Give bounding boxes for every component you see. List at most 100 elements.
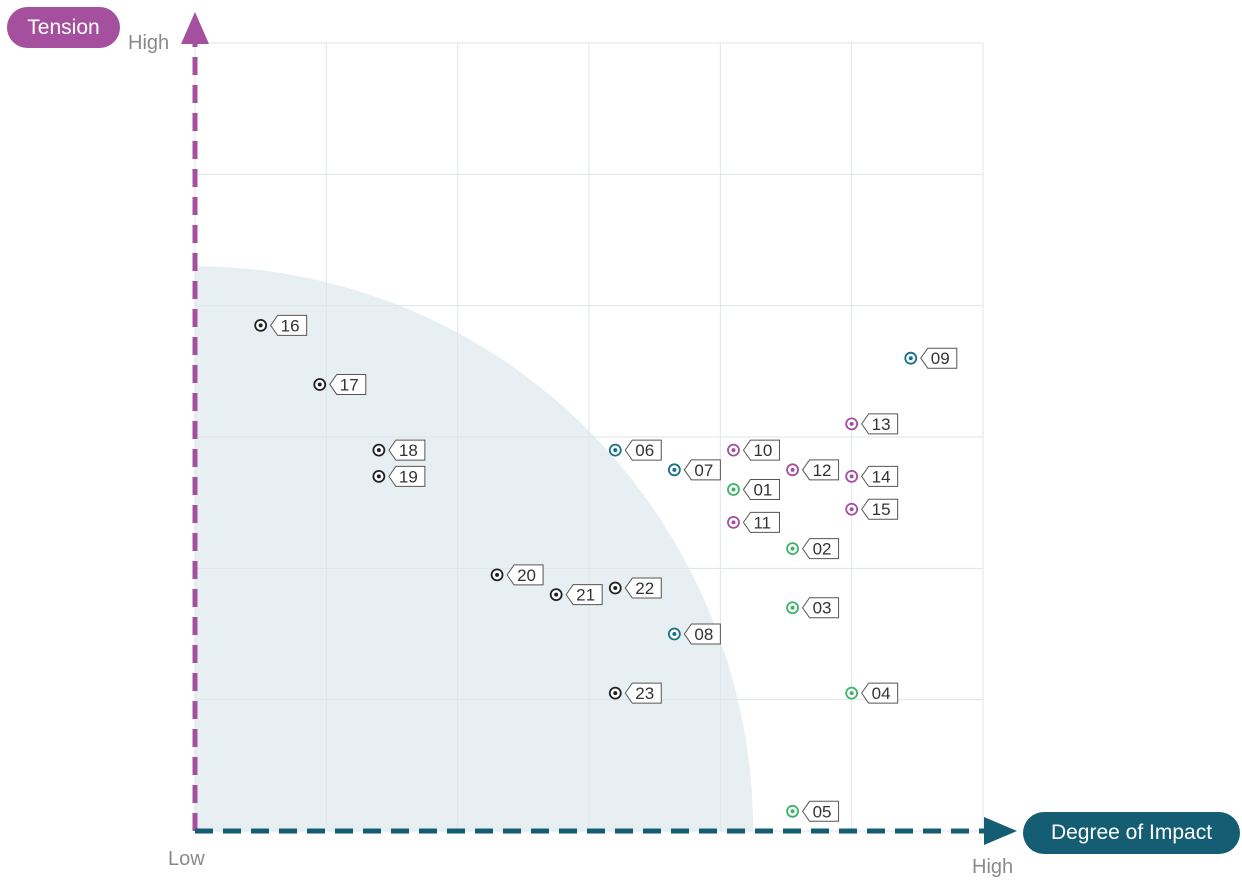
- point-label: 12: [813, 461, 832, 480]
- x-axis-title-badge: Degree of Impact: [1023, 812, 1240, 854]
- point-marker-inner: [376, 448, 381, 453]
- point-label-tag: [683, 459, 721, 481]
- point-label-tag: [861, 413, 899, 435]
- point-label: 19: [399, 467, 418, 486]
- point-label-tag: [624, 682, 662, 704]
- data-point: 01: [727, 479, 780, 501]
- point-label-tag: [624, 577, 662, 599]
- data-point: 20: [490, 564, 544, 586]
- point-label-tag: [801, 597, 840, 619]
- point-marker-inner: [613, 586, 618, 591]
- point-label: 20: [517, 566, 536, 585]
- point-marker-inner: [849, 691, 854, 696]
- point-marker-inner: [790, 605, 795, 610]
- point-label-tag: [742, 511, 780, 533]
- data-point: 02: [786, 538, 840, 560]
- data-point: 19: [372, 465, 426, 487]
- point-label: 02: [813, 540, 832, 559]
- point-marker-inner: [849, 421, 854, 426]
- point-label: 05: [813, 802, 832, 821]
- point-label-tag: [801, 800, 840, 822]
- point-label-tag: [506, 564, 544, 586]
- point-marker-inner: [731, 448, 736, 453]
- data-point: 17: [313, 373, 367, 395]
- point-label: 18: [399, 441, 418, 460]
- point-label-tag: [565, 584, 603, 606]
- data-point: 21: [549, 584, 603, 606]
- data-point: 13: [845, 413, 899, 435]
- point-label-tag: [861, 498, 899, 520]
- point-label-tag: [801, 459, 840, 481]
- point-marker-inner: [790, 467, 795, 472]
- point-label-tag: [329, 373, 367, 395]
- point-label: 23: [635, 684, 654, 703]
- point-marker-inner: [258, 323, 263, 328]
- point-label-tag: [801, 538, 840, 560]
- y-axis-high-label: High: [128, 32, 170, 54]
- point-label-tag: [742, 479, 780, 501]
- point-label: 15: [872, 500, 891, 519]
- point-label: 01: [753, 481, 772, 500]
- point-label-tag: [742, 439, 780, 461]
- point-label: 14: [872, 467, 891, 486]
- point-label: 06: [635, 441, 654, 460]
- y-axis-arrow-icon: [181, 12, 209, 44]
- shaded-region-layer: [195, 266, 754, 831]
- point-label: 04: [872, 684, 891, 703]
- point-marker-inner: [849, 474, 854, 479]
- data-point: 16: [254, 314, 308, 336]
- x-axis-low-label: Low: [168, 848, 205, 870]
- point-marker-inner: [731, 487, 736, 492]
- points-layer: 01 02 03 04 05 06 07 08 09 10 11 12 13 14 15 16 17 18 19 20…: [254, 314, 958, 822]
- point-label: 07: [694, 461, 713, 480]
- point-label: 10: [753, 441, 772, 460]
- axes-layer: [181, 12, 1017, 845]
- point-marker-inner: [672, 467, 677, 472]
- point-label: 11: [753, 513, 771, 532]
- y-axis-title-badge: Tension: [7, 7, 120, 48]
- point-marker-inner: [317, 382, 322, 387]
- point-label: 13: [872, 415, 891, 434]
- point-label: 22: [635, 579, 654, 598]
- x-axis-arrow-icon: [984, 817, 1017, 845]
- point-marker-inner: [495, 572, 500, 577]
- data-point: 05: [786, 800, 840, 822]
- shaded-region: [195, 266, 754, 831]
- point-marker-inner: [376, 474, 381, 479]
- data-point: 08: [667, 623, 721, 645]
- point-marker-inner: [554, 592, 559, 597]
- data-point: 12: [786, 459, 840, 481]
- point-marker-inner: [672, 632, 677, 636]
- data-point: 11: [727, 511, 780, 533]
- point-label-tag: [861, 682, 899, 704]
- point-marker-inner: [790, 809, 795, 814]
- x-axis-title: Degree of Impact: [1050, 821, 1213, 844]
- point-label-tag: [624, 439, 662, 461]
- y-axis-title: Tension: [27, 15, 100, 39]
- data-point: 18: [372, 439, 426, 461]
- point-label-tag: [683, 623, 721, 645]
- point-marker-inner: [731, 520, 736, 525]
- point-label-tag: [861, 465, 899, 487]
- x-axis-high-label: High: [972, 856, 1014, 878]
- data-point: 10: [727, 439, 780, 461]
- point-label: 03: [813, 599, 832, 618]
- point-marker-inner: [908, 356, 913, 361]
- point-marker-inner: [790, 546, 795, 551]
- grid-layer: [194, 42, 984, 832]
- point-label: 09: [931, 349, 950, 368]
- point-label-tag: [270, 314, 308, 336]
- point-label: 21: [576, 586, 595, 605]
- data-point: 03: [786, 597, 840, 619]
- data-point: 14: [845, 465, 899, 487]
- point-label: 16: [281, 316, 300, 335]
- point-marker-inner: [613, 691, 618, 696]
- point-label: 17: [340, 375, 359, 394]
- data-point: 04: [845, 682, 899, 704]
- point-label-tag: [388, 439, 426, 461]
- point-marker-inner: [613, 448, 618, 453]
- data-point: 09: [904, 347, 958, 369]
- data-point: 15: [845, 498, 899, 520]
- data-point: 07: [667, 459, 721, 481]
